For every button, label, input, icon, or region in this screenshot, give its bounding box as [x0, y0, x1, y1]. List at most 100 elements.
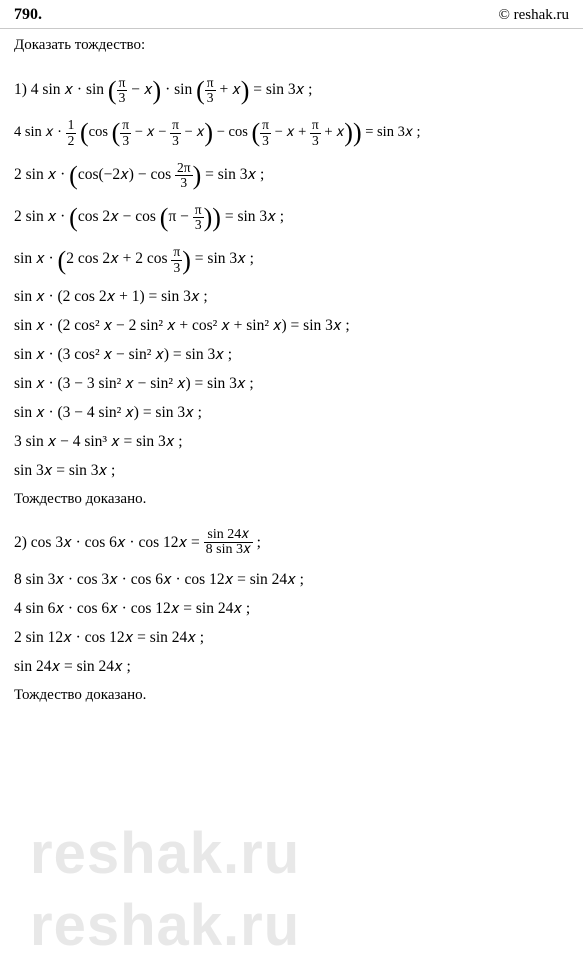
lp: ( — [80, 124, 89, 142]
t: cos — [89, 124, 112, 140]
t: cos(−2 — [78, 166, 120, 183]
p1-line3: 2 sin 𝑥 · (cos(−2𝑥) − cos 2π3) = sin 3𝑥 … — [14, 161, 569, 190]
x: 𝑥 — [267, 208, 276, 225]
rp: ) — [344, 124, 353, 142]
x: 𝑥 — [336, 124, 344, 140]
p1-line9: sin 𝑥 · (3 − 3 sin² 𝑥 − sin² 𝑥) = sin 3𝑥… — [14, 375, 569, 393]
t: ) − cos — [129, 166, 175, 183]
fr: π3 — [171, 245, 182, 274]
n: sin 24𝑥 — [204, 528, 253, 544]
t: − cos — [213, 124, 251, 140]
n: π — [170, 118, 181, 133]
header: 790. © reshak.ru — [0, 0, 583, 26]
p2-line2: 8 sin 3𝑥 · cos 3𝑥 · cos 6𝑥 · cos 12𝑥 = s… — [14, 571, 569, 589]
d: 3 — [120, 134, 131, 148]
x: 𝑥 — [64, 81, 73, 98]
x: 𝑥 — [144, 81, 153, 98]
site-name: © reshak.ru — [498, 7, 569, 24]
n: 1 — [66, 118, 77, 133]
x: 𝑥 — [36, 251, 45, 268]
t: − cos — [119, 208, 160, 225]
d: 3 — [310, 134, 321, 148]
lp: ( — [112, 124, 121, 142]
fr: π3 — [205, 76, 216, 105]
p1-line10: sin 𝑥 · (3 − 4 sin² 𝑥) = sin 3𝑥 ; — [14, 404, 569, 422]
fr: π3 — [260, 118, 271, 147]
p2-line5: sin 24𝑥 = sin 24𝑥 ; — [14, 658, 569, 676]
t: = sin 3 — [221, 208, 267, 225]
t: 4 sin — [31, 81, 65, 98]
x: 𝑥 — [196, 124, 204, 140]
x: 𝑥 — [45, 124, 53, 140]
n: π — [117, 76, 128, 91]
divider — [0, 28, 583, 29]
p1-line7: sin 𝑥 · (2 cos² 𝑥 − 2 sin² 𝑥 + cos² 𝑥 + … — [14, 317, 569, 335]
d: 3 — [171, 261, 182, 275]
p1-line1: 1) 4 sin 𝑥 · sin (π3 − 𝑥) · sin (π3 + 𝑥)… — [14, 76, 569, 105]
watermark-2: reshak.ru — [30, 892, 300, 959]
d: 3 — [117, 91, 128, 105]
d: 3 — [175, 176, 193, 190]
t: 2 sin — [14, 208, 48, 225]
d: 8 sin 3𝑥 — [204, 543, 253, 558]
x: 𝑥 — [232, 81, 241, 98]
rp: ) — [193, 167, 202, 185]
t: = sin 3 — [362, 124, 405, 140]
p1-line4: 2 sin 𝑥 · (cos 2𝑥 − cos (π − π3)) = sin … — [14, 203, 569, 232]
p1-line11: 3 sin 𝑥 − 4 sin³ 𝑥 = sin 3𝑥 ; — [14, 433, 569, 451]
rp: ) — [212, 209, 221, 227]
t: 4 sin — [14, 124, 45, 140]
t: 1) — [14, 81, 31, 98]
t: cos 2 — [78, 208, 110, 225]
fr: 2π3 — [175, 161, 193, 190]
t: · — [54, 124, 66, 140]
x: 𝑥 — [405, 124, 413, 140]
fr: 12 — [66, 118, 77, 147]
x: 𝑥 — [110, 208, 119, 225]
t: = sin 3 — [201, 166, 247, 183]
d: 3 — [260, 134, 271, 148]
p1-line12: sin 3𝑥 = sin 3𝑥 ; — [14, 462, 569, 480]
rp: ) — [182, 252, 191, 270]
p1-line2: 4 sin 𝑥 · 12 (cos (π3 − 𝑥 − π3 − 𝑥) − co… — [14, 118, 569, 147]
p2-line4: 2 sin 12𝑥 · cos 12𝑥 = sin 24𝑥 ; — [14, 629, 569, 647]
part2: 2) cos 3𝑥 · cos 6𝑥 · cos 12𝑥 = sin 24𝑥8 … — [14, 528, 569, 704]
lp: ( — [196, 82, 205, 100]
content: Доказать тождество: 1) 4 sin 𝑥 · sin (π3… — [0, 37, 583, 704]
x: 𝑥 — [286, 124, 294, 140]
p1-line6: sin 𝑥 · (2 cos 2𝑥 + 1) = sin 3𝑥 ; — [14, 288, 569, 306]
t: cos 3𝑥 · cos 6𝑥 · cos 12𝑥 = — [31, 533, 204, 550]
p2-line3: 4 sin 6𝑥 · cos 6𝑥 · cos 12𝑥 = sin 24𝑥 ; — [14, 600, 569, 618]
fr: π3 — [193, 203, 204, 232]
x: 𝑥 — [296, 81, 305, 98]
problem-number: 790. — [14, 6, 42, 24]
lp: ( — [69, 209, 78, 227]
x: 𝑥 — [48, 166, 57, 183]
n: 2π — [175, 161, 193, 176]
lp: ( — [58, 252, 67, 270]
x: 𝑥 — [247, 166, 256, 183]
n: π — [120, 118, 131, 133]
n: π — [193, 203, 204, 218]
rp: ) — [204, 209, 213, 227]
t: 2 sin — [14, 166, 48, 183]
x: 𝑥 — [237, 251, 246, 268]
fr: π3 — [117, 76, 128, 105]
x: 𝑥 — [48, 208, 57, 225]
d: 3 — [205, 91, 216, 105]
lp: ( — [69, 167, 78, 185]
rp: ) — [204, 124, 213, 142]
p1-line8: sin 𝑥 · (3 cos² 𝑥 − sin² 𝑥) = sin 3𝑥 ; — [14, 346, 569, 364]
x: 𝑥 — [120, 166, 129, 183]
p1-line5: sin 𝑥 · (2 cos 2𝑥 + 2 cos π3) = sin 3𝑥 ; — [14, 245, 569, 274]
p1-proven: Тождество доказано. — [14, 491, 569, 508]
n: π — [310, 118, 321, 133]
p2-line1: 2) cos 3𝑥 · cos 6𝑥 · cos 12𝑥 = sin 24𝑥8 … — [14, 528, 569, 558]
t: = sin 3 — [249, 81, 295, 98]
t: 2 cos 2 — [66, 251, 110, 268]
t: sin — [14, 251, 36, 268]
lp: ( — [251, 124, 260, 142]
t: = sin 3 — [191, 251, 237, 268]
n: π — [205, 76, 216, 91]
t: + 2 cos — [119, 251, 172, 268]
